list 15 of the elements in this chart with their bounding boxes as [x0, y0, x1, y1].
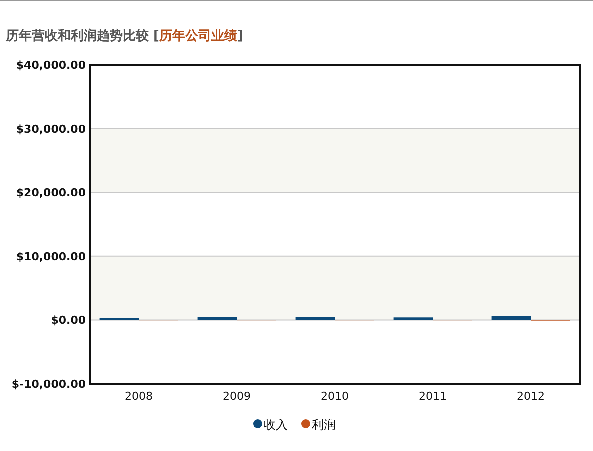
legend-label: 利润	[312, 418, 336, 432]
y-tick-label: $40,000.00	[16, 59, 86, 72]
chart-title: 历年营收和利润趋势比较	[5, 28, 154, 44]
y-tick-label: $0.00	[51, 314, 86, 328]
x-tick-label: 2010	[321, 390, 349, 403]
y-tick-label: $30,000.00	[16, 122, 86, 136]
y-tick-label: $-10,000.00	[12, 378, 86, 391]
y-tick-label: $20,000.00	[16, 186, 86, 200]
y-tick-label: $10,000.00	[16, 250, 86, 264]
x-tick-label: 2009	[223, 390, 251, 403]
legend-label: 收入	[264, 418, 288, 432]
chart-subtitle: [历年公司业绩]	[154, 29, 244, 44]
x-tick-label: 2011	[419, 390, 447, 403]
x-tick-label: 2008	[125, 390, 153, 403]
x-tick-label: 2012	[517, 390, 545, 403]
